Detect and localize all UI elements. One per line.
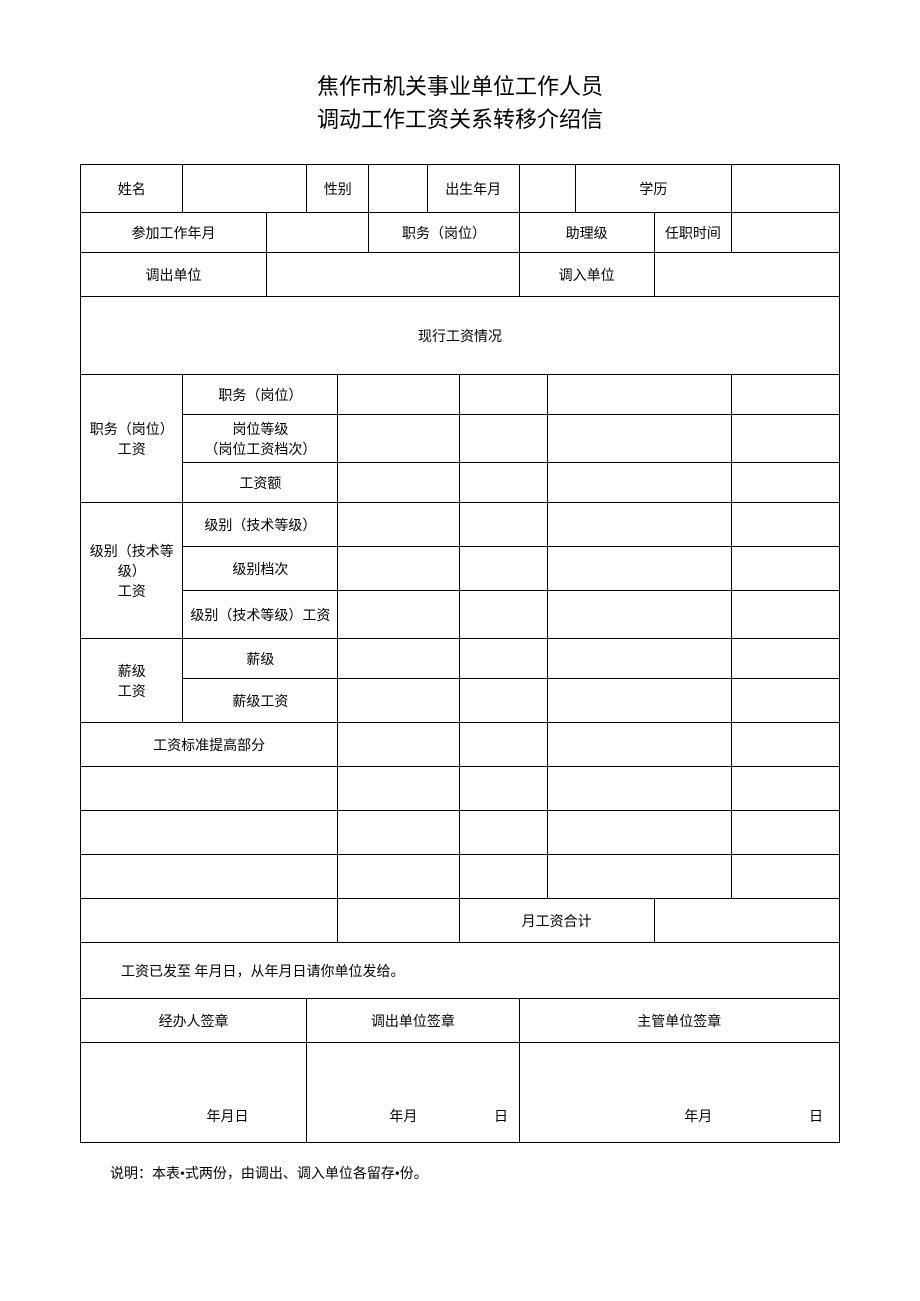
label-position: 职务（岗位）: [369, 213, 519, 253]
label-row-salary-amount: 工资额: [183, 463, 338, 503]
label-org-out: 调出单位: [81, 253, 267, 297]
cell-level-c: [547, 503, 731, 547]
sig-supervisor-date: 年月 日: [519, 1043, 839, 1143]
cell-paygradesal-d: [732, 679, 840, 723]
cell-postgrade-a: [338, 415, 459, 463]
cell-level-a: [338, 503, 459, 547]
label-pay-sent-to: 工资已发至 年月日，从年月日请你单位发给。: [81, 943, 840, 999]
cell-levelsal-a: [338, 591, 459, 639]
cell-position-d: [732, 375, 840, 415]
cell-salaryamt-d: [732, 463, 840, 503]
blank-r3-d: [732, 855, 840, 899]
cell-raise-b: [459, 723, 547, 767]
label-row-position: 职务（岗位）: [183, 375, 338, 415]
sig-out-date: 年月 日: [307, 1043, 519, 1143]
value-rank-level: 助理级: [519, 213, 654, 253]
cell-raise-a: [338, 723, 459, 767]
blank-r1-b: [459, 767, 547, 811]
label-row-post-grade: 岗位等级 （岗位工资档次）: [183, 415, 338, 463]
value-appoint-time: [732, 213, 840, 253]
label-row-pay-grade-salary: 薪级工资: [183, 679, 338, 723]
label-sig-supervisor: 主管单位签章: [519, 999, 839, 1043]
label-row-level-step: 级别档次: [183, 547, 338, 591]
value-name: [183, 165, 307, 213]
cell-postgrade-c: [547, 415, 731, 463]
form-table: 姓名 性别 出生年月 学历 参加工作年月 职务（岗位） 助理级 任职时间 调出单…: [80, 164, 840, 1143]
cell-position-b: [459, 375, 547, 415]
cell-levelstep-c: [547, 547, 731, 591]
cell-paygradesal-b: [459, 679, 547, 723]
label-education: 学历: [575, 165, 731, 213]
title-line-2: 调动工作工资关系转移介绍信: [317, 107, 603, 132]
label-appoint-time: 任职时间: [654, 213, 731, 253]
cell-levelsal-b: [459, 591, 547, 639]
blank-r1-a: [338, 767, 459, 811]
label-level-salary-group: 级别（技术等级） 工资: [81, 503, 183, 639]
title-line-1: 焦作市机关事业单位工作人员: [317, 74, 603, 99]
value-birth: [519, 165, 575, 213]
blank-r2-label: [81, 811, 338, 855]
cell-position-c: [547, 375, 731, 415]
value-education: [732, 165, 840, 213]
label-monthly-total: 月工资合计: [459, 899, 654, 943]
cell-paygrade-a: [338, 639, 459, 679]
label-salary-section: 现行工资情况: [81, 297, 840, 375]
value-monthly-total: [654, 899, 839, 943]
blank-r3-b: [459, 855, 547, 899]
blank-total-left: [81, 899, 338, 943]
cell-salaryamt-b: [459, 463, 547, 503]
blank-r1-c: [547, 767, 731, 811]
cell-salaryamt-a: [338, 463, 459, 503]
value-work-start: [266, 213, 368, 253]
cell-paygrade-b: [459, 639, 547, 679]
cell-paygradesal-a: [338, 679, 459, 723]
cell-raise-c: [547, 723, 731, 767]
cell-level-b: [459, 503, 547, 547]
label-raise-part: 工资标准提高部分: [81, 723, 338, 767]
cell-levelstep-d: [732, 547, 840, 591]
cell-paygradesal-c: [547, 679, 731, 723]
blank-r1-d: [732, 767, 840, 811]
blank-r2-c: [547, 811, 731, 855]
sig-handler-date: 年月日: [149, 1043, 307, 1143]
label-birth: 出生年月: [427, 165, 519, 213]
label-row-level-salary: 级别（技术等级）工资: [183, 591, 338, 639]
cell-paygrade-c: [547, 639, 731, 679]
value-org-out: [266, 253, 519, 297]
cell-position-a: [338, 375, 459, 415]
blank-r3-c: [547, 855, 731, 899]
sig-handler-space: [81, 1043, 149, 1143]
footer-note: 说明：本表•式两份，由调出、调入单位各留存•份。: [80, 1163, 840, 1183]
label-row-pay-grade: 薪级: [183, 639, 338, 679]
value-org-in: [654, 253, 839, 297]
cell-levelstep-a: [338, 547, 459, 591]
label-sig-handler: 经办人签章: [81, 999, 307, 1043]
value-gender: [369, 165, 427, 213]
blank-total-a: [338, 899, 459, 943]
page-title: 焦作市机关事业单位工作人员 调动工作工资关系转移介绍信: [80, 70, 840, 136]
label-work-start: 参加工作年月: [81, 213, 267, 253]
cell-level-d: [732, 503, 840, 547]
blank-r3-label: [81, 855, 338, 899]
cell-raise-d: [732, 723, 840, 767]
blank-r2-d: [732, 811, 840, 855]
cell-paygrade-d: [732, 639, 840, 679]
label-org-in: 调入单位: [519, 253, 654, 297]
blank-r1-label: [81, 767, 338, 811]
label-gender: 性别: [307, 165, 369, 213]
cell-levelsal-c: [547, 591, 731, 639]
label-sig-out: 调出单位签章: [307, 999, 519, 1043]
cell-postgrade-d: [732, 415, 840, 463]
blank-r2-b: [459, 811, 547, 855]
cell-levelsal-d: [732, 591, 840, 639]
blank-r3-a: [338, 855, 459, 899]
cell-levelstep-b: [459, 547, 547, 591]
cell-postgrade-b: [459, 415, 547, 463]
cell-salaryamt-c: [547, 463, 731, 503]
label-position-salary-group: 职务（岗位）工资: [81, 375, 183, 503]
label-row-level: 级别（技术等级）: [183, 503, 338, 547]
blank-r2-a: [338, 811, 459, 855]
label-pay-grade-group: 薪级 工资: [81, 639, 183, 723]
label-name: 姓名: [81, 165, 183, 213]
